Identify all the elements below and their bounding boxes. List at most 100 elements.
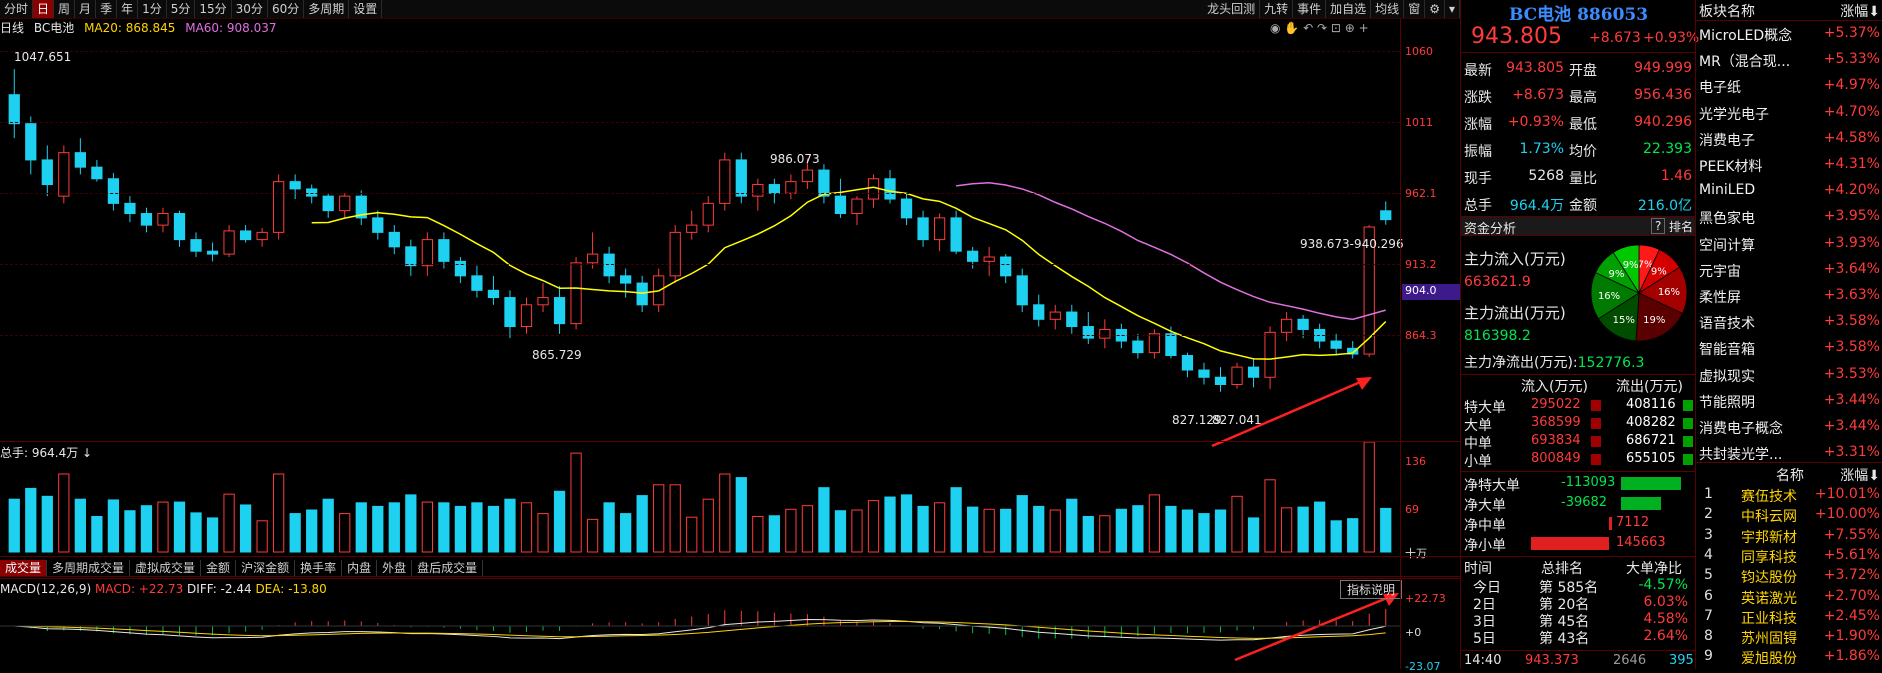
sector-row[interactable]: 语音技术 +3.58%: [1696, 309, 1882, 335]
candle-body: [190, 239, 202, 252]
candle-body: [900, 198, 913, 219]
toolbar-action-1[interactable]: 九转: [1260, 0, 1294, 18]
indicator-tab-4[interactable]: 沪深金额: [236, 560, 296, 576]
sector-name: 节能照明: [1699, 394, 1755, 411]
sector-name: 消费电子概念: [1699, 421, 1783, 437]
indicator-tab-8[interactable]: 盘后成交量: [412, 560, 484, 576]
add-icon[interactable]: +: [1358, 21, 1369, 35]
sector-row[interactable]: PEEK材料 +4.31%: [1696, 152, 1882, 178]
period-tab-11[interactable]: 多周期: [304, 0, 350, 18]
sector-row[interactable]: 消费电子概念 +3.44%: [1696, 414, 1882, 440]
indicator-tab-2[interactable]: 虚拟成交量: [130, 560, 202, 576]
candle-body: [735, 159, 747, 197]
sector-pct: +4.58%: [1823, 129, 1880, 146]
stock-row[interactable]: 2 中科云网 +10.00%: [1696, 504, 1882, 525]
period-tab-3[interactable]: 月: [75, 0, 97, 18]
period-tab-8[interactable]: 15分: [195, 0, 232, 18]
stock-row[interactable]: 8 苏州固锝 +1.90%: [1696, 626, 1882, 647]
zoom-icon[interactable]: ⊕: [1344, 21, 1355, 35]
ma60-line: [956, 182, 1386, 321]
undo-icon[interactable]: ↶: [1303, 21, 1314, 35]
current-price-marker: 904.0: [1402, 284, 1461, 300]
settings-gear-icon[interactable]: ⚙: [1425, 0, 1445, 18]
candle-body: [8, 94, 20, 125]
indicator-tab-7[interactable]: 外盘: [377, 560, 413, 576]
stock-row[interactable]: 4 同享科技 +5.61%: [1696, 545, 1882, 566]
toolbar-action-0[interactable]: 龙头回测: [1203, 0, 1261, 18]
stock-row[interactable]: 7 正业科技 +2.45%: [1696, 606, 1882, 627]
period-tab-1[interactable]: 日: [33, 0, 55, 18]
candle-body: [438, 239, 450, 262]
stock-row[interactable]: 1 赛伍技术 +10.01%: [1696, 484, 1882, 505]
period-tab-7[interactable]: 5分: [167, 0, 196, 18]
toolbar-action-5[interactable]: 窗: [1404, 0, 1426, 18]
stock-row[interactable]: 6 英诺激光 +2.70%: [1696, 586, 1882, 607]
indicator-tab-3[interactable]: 金额: [201, 560, 237, 576]
toolbar-action-4[interactable]: 均线: [1371, 0, 1405, 18]
volume-bar: [438, 502, 450, 553]
volume-bar: [900, 494, 913, 553]
stock-pct: +10.01%: [1814, 486, 1880, 502]
toolbar-action-2[interactable]: 事件: [1293, 0, 1327, 18]
stock-row[interactable]: 3 宇邦新材 +7.55%: [1696, 525, 1882, 546]
sector-row[interactable]: 虚拟现实 +3.53%: [1696, 362, 1882, 388]
volume-bar: [1049, 509, 1061, 553]
period-tab-5[interactable]: 年: [117, 0, 139, 18]
indicator-tab-5[interactable]: 换手率: [295, 560, 343, 576]
period-tab-0[interactable]: 分时: [0, 0, 34, 18]
indicator-tab-6[interactable]: 内盘: [342, 560, 378, 576]
panel-separator: [0, 556, 1460, 557]
rank-button[interactable]: 排名: [1669, 220, 1694, 234]
sector-row[interactable]: 智能音箱 +3.58%: [1696, 335, 1882, 361]
stock-head-name[interactable]: 名称: [1776, 468, 1804, 484]
price-gridline: [0, 51, 1400, 53]
net-bar: [1621, 477, 1681, 490]
period-tab-9[interactable]: 30分: [232, 0, 268, 18]
sector-row[interactable]: 空间计算 +3.93%: [1696, 231, 1882, 257]
volume-bar: [190, 512, 202, 553]
sector-row[interactable]: 元宇宙 +3.64%: [1696, 257, 1882, 283]
hand-icon[interactable]: ✋: [1284, 21, 1300, 35]
redo-icon[interactable]: ↷: [1316, 21, 1328, 35]
sector-row[interactable]: 消费电子 +4.58%: [1696, 126, 1882, 152]
help-question-icon[interactable]: ?: [1651, 218, 1666, 234]
candle-body: [454, 260, 467, 277]
indicator-help-button[interactable]: 指标说明: [1340, 580, 1403, 599]
period-tab-10[interactable]: 60分: [268, 0, 305, 18]
sector-row[interactable]: 光学光电子 +4.70%: [1696, 100, 1882, 126]
flow-label: 小单: [1464, 454, 1492, 470]
candle-body: [41, 159, 53, 186]
period-tab-12[interactable]: 设置: [349, 0, 383, 18]
dropdown-icon[interactable]: ▾: [1445, 0, 1460, 18]
toolbar-action-3[interactable]: 加自选: [1326, 0, 1372, 18]
indicator-tab-1[interactable]: 多周期成交量: [47, 560, 131, 576]
period-tab-6[interactable]: 1分: [138, 0, 167, 18]
sector-row[interactable]: MiniLED +4.20%: [1696, 178, 1882, 204]
lock-icon[interactable]: ⊡: [1330, 21, 1341, 35]
indicator-tab-0[interactable]: 成交量: [0, 560, 48, 576]
candle-body: [256, 231, 268, 241]
sector-row[interactable]: 柔性屏 +3.63%: [1696, 283, 1882, 309]
sector-head-name[interactable]: 板块名称: [1699, 4, 1755, 20]
candle-body: [1247, 366, 1260, 378]
sector-row[interactable]: 电子纸 +4.97%: [1696, 73, 1882, 99]
stock-row[interactable]: 9 爱旭股份 +1.86%: [1696, 646, 1882, 668]
period-tab-4[interactable]: 季: [96, 0, 118, 18]
sector-row[interactable]: 节能照明 +3.44%: [1696, 388, 1882, 414]
chart-tool-icons[interactable]: ◉ ✋ ↶ ↷ ⊡ ⊕ +: [1270, 21, 1369, 35]
kline-chart[interactable]: [0, 36, 1460, 669]
eye-icon[interactable]: ◉: [1270, 21, 1281, 35]
quote-row: 涨幅 +0.93% 最低 940.296: [1461, 110, 1696, 136]
stock-head-pct[interactable]: 涨幅⬇: [1840, 465, 1880, 485]
sector-row[interactable]: MR（混合现... +5.33%: [1696, 47, 1882, 73]
volume-bar: [983, 508, 995, 553]
stock-row[interactable]: 5 钧达股份 +3.72%: [1696, 565, 1882, 586]
sector-row[interactable]: 共封装光学... +3.31%: [1696, 440, 1882, 466]
stock-name: 爱旭股份: [1741, 651, 1797, 668]
sector-head-pct[interactable]: 涨幅⬇: [1840, 1, 1880, 21]
volume-bar: [851, 509, 863, 553]
sector-row[interactable]: 黑色家电 +3.95%: [1696, 204, 1882, 230]
period-tab-2[interactable]: 周: [54, 0, 76, 18]
trend-arrowhead: [1356, 377, 1372, 390]
sector-row[interactable]: MicroLED概念 +5.37%: [1696, 21, 1882, 47]
